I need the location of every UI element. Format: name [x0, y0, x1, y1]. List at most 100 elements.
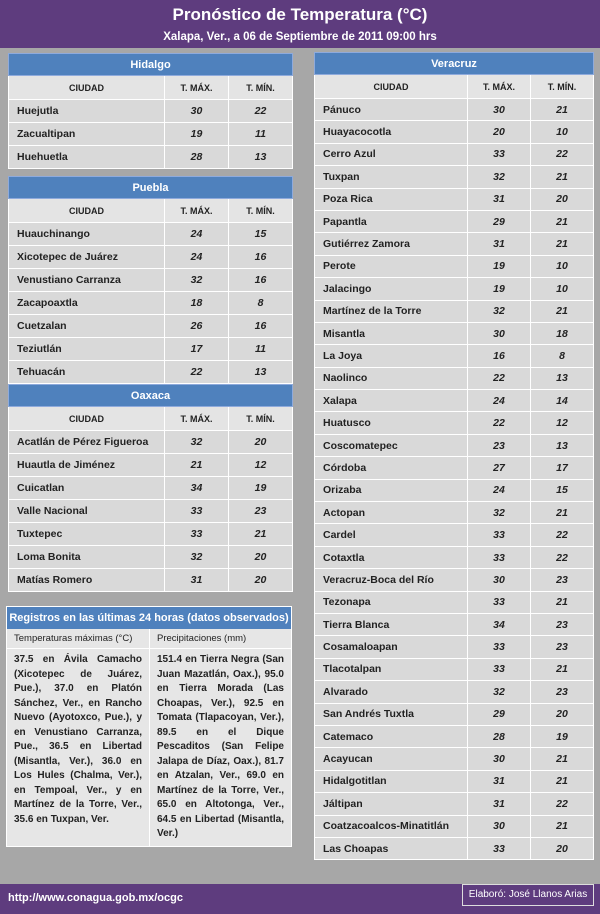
- observed-text: 151.4 en Tierra Negra (San Juan Mazatlán…: [149, 649, 291, 846]
- observed-title: Registros en las últimas 24 horas (datos…: [7, 607, 291, 629]
- temperature: 23: [529, 568, 595, 592]
- city-row: Huayacocotla 20 10: [314, 120, 595, 144]
- temperature: 31: [164, 568, 229, 592]
- column-header: CIUDAD: [8, 75, 165, 100]
- temperature: 8: [227, 291, 294, 315]
- city-row: Xalapa 24 14: [314, 389, 595, 413]
- city: La Joya: [314, 344, 468, 368]
- city: Huautla de Jiménez: [8, 453, 165, 477]
- region-name: Hidalgo: [7, 53, 294, 76]
- city: Córdoba: [314, 456, 468, 480]
- column-label: Precipitaciones (mm): [157, 633, 247, 644]
- city-row: La Joya 16 8: [314, 344, 595, 368]
- column-header: T. MÍN.: [529, 74, 595, 99]
- temperature: 32: [467, 165, 531, 189]
- temperature: 8: [529, 344, 595, 368]
- temperature: 20: [228, 430, 293, 454]
- temperature: 20: [228, 545, 293, 569]
- temperature: 31: [467, 232, 531, 256]
- temperature: 18: [164, 291, 229, 315]
- column-header: CIUDAD: [314, 74, 468, 99]
- temperature: 33: [164, 522, 229, 546]
- observed-box: Registros en las últimas 24 horas (datos…: [6, 606, 292, 847]
- city: Tuxpan: [314, 165, 468, 189]
- city: Huatusco: [314, 411, 468, 435]
- temperature: 12: [529, 411, 595, 435]
- city: Coatzacoalcos-Minatitlán: [314, 814, 468, 838]
- temperature: 22: [164, 360, 229, 384]
- temperature: 20: [529, 702, 595, 726]
- temperature: 20: [529, 187, 595, 211]
- temperature: 28: [467, 724, 531, 749]
- temperature: 23: [529, 680, 595, 704]
- temperature: 17: [529, 456, 595, 480]
- city: Acatlán de Pérez Figueroa: [8, 430, 165, 454]
- city-row: Huauchinango 24 15: [8, 222, 294, 246]
- temperature: 11: [227, 122, 294, 146]
- title: Pronóstico de Temperatura (°C): [172, 5, 428, 24]
- temperature: 31: [467, 792, 531, 816]
- column-header: T. MÁX.: [164, 198, 229, 223]
- temperature: 15: [227, 222, 294, 246]
- temperature: 21: [529, 657, 595, 682]
- city-row: Huautla de Jiménez 21 12: [8, 453, 293, 477]
- city-row: Cosamaloapan 33 23: [314, 635, 595, 659]
- city: Acayucan: [314, 747, 468, 771]
- temperature: 13: [529, 433, 595, 458]
- column-header-row: CIUDAD T. MÁX. T. MÍN.: [8, 406, 293, 431]
- city: Cotaxtla: [314, 545, 468, 570]
- column-header: CIUDAD: [8, 198, 165, 223]
- city-row: Acayucan 30 21: [314, 747, 595, 771]
- region-header-row: Hidalgo: [7, 53, 294, 76]
- temperature: 16: [227, 268, 294, 292]
- temperature: 23: [529, 635, 595, 659]
- temperature: 22: [529, 545, 595, 570]
- city: Jalacingo: [314, 277, 468, 301]
- city-row: Las Choapas 33 20: [314, 836, 595, 861]
- temperature: 26: [164, 314, 229, 338]
- temperature: 29: [467, 702, 531, 726]
- city-row: Tezonapa 33 21: [314, 590, 595, 614]
- temperature: 10: [529, 277, 595, 301]
- city-row: Naolinco 22 13: [314, 366, 595, 391]
- city-row: Córdoba 27 17: [314, 456, 595, 480]
- city-row: Cotaxtla 33 22: [314, 545, 595, 570]
- city-row: Tehuacán 22 13: [8, 360, 294, 384]
- city-row: Teziutlán 17 11: [8, 337, 294, 361]
- header: Pronóstico de Temperatura (°C) Xalapa, V…: [0, 0, 600, 48]
- temperature: 21: [529, 209, 595, 234]
- temperature: 13: [227, 360, 294, 384]
- city-row: Papantla 29 21: [314, 209, 595, 234]
- temperature: 22: [529, 523, 595, 547]
- temperature: 19: [529, 724, 595, 749]
- city: Zacapoaxtla: [8, 291, 165, 315]
- column-header: T. MÁX.: [164, 406, 229, 431]
- temperature: 14: [529, 389, 595, 413]
- city-row: Tuxpan 32 21: [314, 165, 595, 189]
- city: Cuicatlan: [8, 476, 165, 500]
- column-header-row: CIUDAD T. MÁX. T. MÍN.: [8, 75, 294, 100]
- city: San Andrés Tuxtla: [314, 702, 468, 726]
- temperature: 17: [164, 337, 229, 361]
- region-name: Oaxaca: [8, 384, 293, 407]
- temperature: 31: [467, 769, 531, 794]
- city: Matías Romero: [8, 568, 165, 592]
- city: Martínez de la Torre: [314, 299, 468, 323]
- city-row: Catemaco 28 19: [314, 724, 595, 749]
- city: Gutiérrez Zamora: [314, 232, 468, 256]
- city-row: Tierra Blanca 34 23: [314, 612, 595, 637]
- city-row: Huatusco 22 12: [314, 411, 595, 435]
- city: Hidalgotitlan: [314, 769, 468, 794]
- city: Tezonapa: [314, 590, 468, 614]
- column-header: T. MÍN.: [227, 198, 294, 223]
- temperature: 33: [467, 590, 531, 614]
- city-row: Tlacotalpan 33 21: [314, 657, 595, 682]
- temperature: 22: [467, 366, 531, 391]
- city-row: Cardel 33 22: [314, 523, 595, 547]
- city: Huauchinango: [8, 222, 165, 246]
- city: Tehuacán: [8, 360, 165, 384]
- temperature: 20: [467, 120, 531, 144]
- temperature: 24: [164, 245, 229, 269]
- temperature: 32: [164, 545, 229, 569]
- city-row: Xicotepec de Juárez 24 16: [8, 245, 294, 269]
